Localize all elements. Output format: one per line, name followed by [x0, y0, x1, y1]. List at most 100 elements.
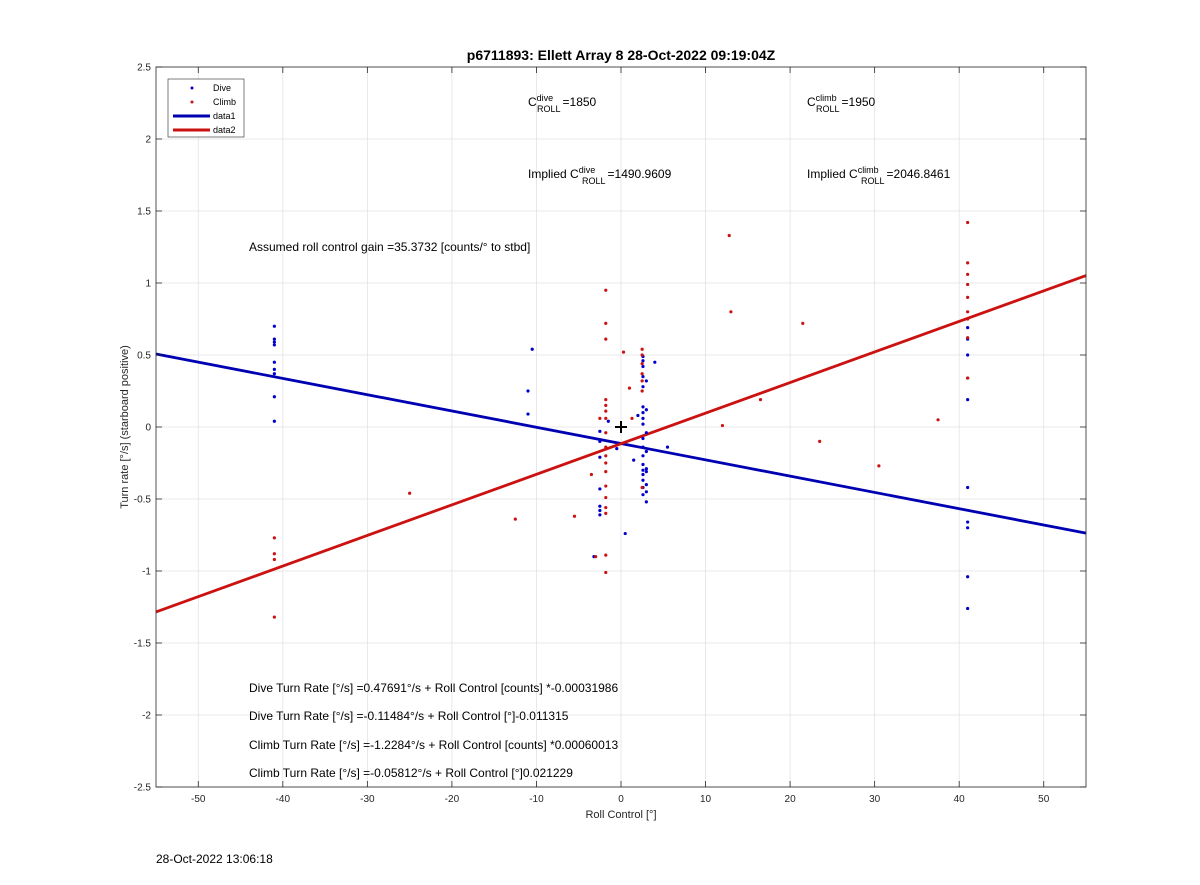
c-climb-annotation: Cclimb ROLL =1950 — [807, 93, 876, 114]
x-tick-label: -20 — [445, 794, 460, 805]
climb-point — [966, 310, 970, 314]
x-tick-label: 0 — [618, 794, 624, 805]
c-climb-base: C — [807, 95, 816, 109]
dive-point — [272, 343, 276, 347]
climb-point — [604, 570, 608, 575]
dive-point — [641, 405, 645, 409]
chart-title: p6711893: Ellett Array 8 28-Oct-2022 09:… — [467, 47, 776, 63]
x-tick-label: -40 — [276, 794, 291, 805]
dive-point — [641, 416, 645, 420]
plot-area — [155, 66, 1087, 788]
climb-point — [758, 398, 763, 402]
climb-degrees-equation: Climb Turn Rate [°/s] =-0.05812°/s + Rol… — [249, 766, 573, 780]
annotations: Cdive ROLL =1850 Cclimb ROLL =1950 Implied C… — [249, 93, 951, 780]
c-dive-base: C — [528, 95, 537, 109]
y-tick-label: -2.5 — [134, 783, 152, 794]
x-tick-label: -30 — [360, 794, 375, 805]
climb-point — [966, 336, 970, 340]
dive-point — [272, 340, 276, 344]
climb-point — [640, 389, 644, 393]
y-tick-label: -0.5 — [134, 495, 152, 506]
dive-point — [272, 337, 276, 341]
climb-point — [604, 506, 608, 510]
climb-point — [604, 454, 608, 458]
dive-degrees-equation: Dive Turn Rate [°/s] =-0.11484°/s + Roll… — [249, 709, 569, 723]
dive-point — [598, 508, 602, 513]
climb-point — [272, 536, 276, 540]
legend: Dive Climb data1 data2 — [167, 78, 245, 138]
climb-point — [640, 347, 644, 351]
implied-climb-sup: climb — [858, 165, 879, 175]
c-dive-sub: ROLL — [537, 104, 561, 114]
dive-point — [641, 385, 645, 389]
legend-climb-marker — [190, 100, 194, 104]
implied-climb-annotation: Implied Cclimb ROLL =2046.8461 — [807, 165, 951, 186]
y-tick-label: 1.5 — [137, 207, 151, 218]
dive-point — [644, 467, 648, 471]
dive-point — [966, 353, 970, 357]
climb-point — [604, 398, 608, 402]
climb-point — [640, 379, 644, 383]
climb-point — [936, 418, 940, 422]
dive-point — [598, 429, 602, 433]
dive-point — [644, 379, 648, 383]
dive-point — [966, 326, 970, 330]
dive-point — [653, 360, 657, 364]
implied-climb-sub: ROLL — [861, 176, 885, 186]
dive-point — [641, 478, 645, 482]
x-tick-label: 10 — [700, 794, 712, 805]
climb-point — [604, 337, 608, 341]
c-dive-val: =1850 — [563, 95, 597, 109]
dive-point — [598, 439, 602, 443]
dive-point — [272, 324, 276, 328]
climb-point — [640, 372, 644, 376]
y-tick-label: -2 — [142, 711, 151, 722]
y-tick-label: 2.5 — [137, 63, 151, 74]
climb-point — [630, 416, 634, 420]
climb-point — [966, 295, 970, 299]
climb-point — [966, 376, 970, 380]
climb-point — [604, 288, 608, 292]
implied-climb-prefix: Implied C — [807, 167, 858, 181]
implied-climb-val: =2046.8461 — [887, 167, 951, 181]
dive-point — [632, 458, 636, 462]
dive-point — [641, 462, 645, 467]
dive-point — [606, 419, 610, 423]
dive-point — [615, 447, 619, 451]
legend-dive-marker — [190, 86, 194, 90]
legend-data1-label: data1 — [213, 111, 236, 121]
climb-point — [966, 220, 970, 225]
dive-point — [272, 367, 276, 371]
climb-point — [604, 470, 608, 474]
dive-point — [272, 360, 276, 364]
x-tick-label: 20 — [785, 794, 797, 805]
dive-point — [644, 500, 648, 504]
climb-point — [640, 362, 644, 366]
climb-point — [604, 321, 608, 325]
legend-climb-label: Climb — [213, 97, 236, 107]
climb-point — [604, 495, 608, 500]
c-climb-val: =1950 — [842, 95, 876, 109]
climb-point — [621, 350, 626, 354]
x-tick-label: 40 — [954, 794, 966, 805]
climb-point — [966, 317, 970, 321]
climb-counts-equation: Climb Turn Rate [°/s] =-1.2284°/s + Roll… — [249, 738, 618, 752]
climb-point — [604, 409, 608, 413]
legend-box — [167, 78, 245, 138]
x-tick-label: 30 — [869, 794, 881, 805]
dive-point — [598, 487, 602, 491]
climb-point — [627, 386, 632, 390]
climb-point — [604, 431, 608, 435]
dive-point — [272, 419, 276, 423]
climb-point — [966, 282, 970, 287]
dive-point — [641, 411, 645, 415]
dive-point — [641, 375, 645, 379]
tick-marks — [156, 66, 1086, 788]
implied-dive-sup: dive — [579, 165, 596, 175]
dive-counts-equation: Dive Turn Rate [°/s] =0.47691°/s + Roll … — [249, 681, 618, 695]
climb-point — [272, 615, 276, 619]
legend-dive-label: Dive — [213, 83, 231, 93]
dive-point — [665, 445, 670, 449]
dive-point — [623, 531, 627, 536]
